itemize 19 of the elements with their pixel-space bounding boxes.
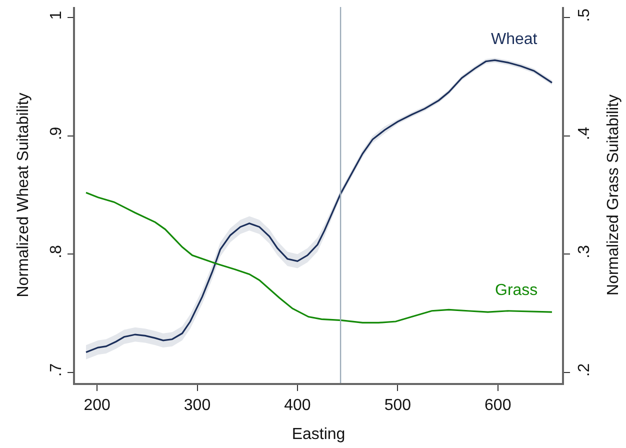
x-tick-label: 400 [284, 396, 311, 414]
y2-tick-label: .4 [576, 126, 593, 140]
y2-axis-title: Normalized Grass Suitability [605, 94, 622, 296]
y2-tick-label: .5 [576, 8, 593, 22]
x-axis-title: Easting [292, 426, 346, 444]
series-label: Wheat [491, 31, 538, 48]
y-axis-title: Normalized Wheat Suitability [15, 92, 32, 298]
y2-tick-label: .2 [576, 363, 593, 377]
y-tick-label: 1 [48, 10, 65, 20]
x-tick-label: 300 [184, 396, 211, 414]
line-series [85, 192, 553, 324]
x-tick-label: 200 [84, 396, 110, 414]
y-tick-label: .7 [48, 363, 65, 377]
y-tick-label: .9 [48, 126, 65, 140]
x-tick-label: 600 [484, 396, 512, 414]
x-tick-label: 500 [384, 396, 412, 414]
y2-tick-label: .3 [576, 244, 593, 258]
y-tick-label: .8 [48, 244, 65, 258]
series-label: Grass [495, 282, 538, 299]
